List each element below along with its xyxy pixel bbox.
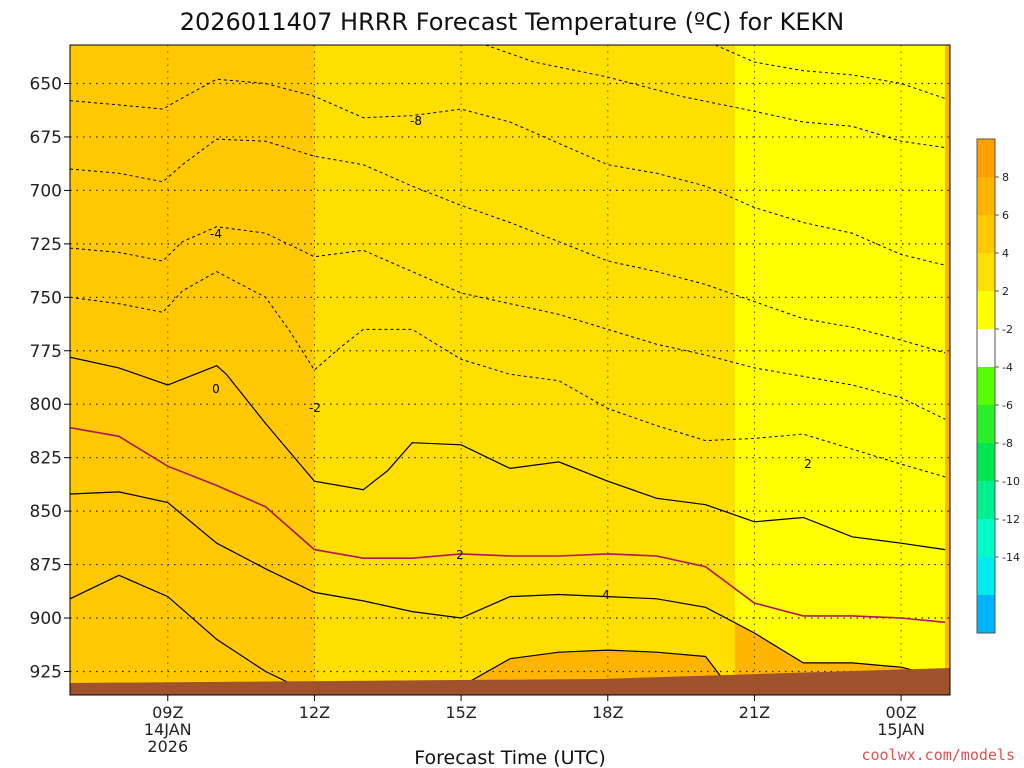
colorbar-swatch: [977, 481, 995, 519]
y-tick-label: 825: [30, 449, 62, 469]
colorbar-swatch: [977, 405, 995, 443]
colorbar-swatch: [977, 519, 995, 557]
x-tick-label: 12Z: [299, 703, 330, 722]
colorbar-label: -4: [1002, 361, 1013, 374]
contour-label-minus2: -2: [309, 401, 321, 415]
colorbar-swatch: [977, 177, 995, 215]
contour-label-2-lower: 2: [456, 548, 464, 562]
colorbar-swatch: [977, 139, 995, 177]
y-tick-label: 800: [30, 395, 62, 415]
x-tick-label: 14JAN: [144, 720, 192, 739]
colorbar-label: -8: [1002, 437, 1013, 450]
contour-label-minus8: -8: [410, 114, 422, 128]
x-tick-label: 15JAN: [877, 720, 925, 739]
contour-label-zero: 0: [212, 382, 220, 396]
y-tick-label: 725: [30, 235, 62, 255]
contour-line-0: [70, 426, 946, 624]
colorbar-label: -14: [1002, 551, 1020, 564]
contour-line-2: [70, 491, 946, 679]
contour-line--4: [70, 271, 946, 478]
y-tick-label: 850: [30, 502, 62, 522]
colorbar-label: 6: [1002, 209, 1009, 222]
y-tick-label: 750: [30, 288, 62, 308]
contour-label-minus4: -4: [210, 227, 222, 241]
ground-terrain: [70, 668, 950, 695]
contour-label-2-upper: 2: [804, 457, 812, 471]
y-tick-label: 700: [30, 181, 62, 201]
colorbar-swatch: [977, 329, 995, 367]
colorbar-swatch: [977, 291, 995, 329]
y-tick-label: 650: [30, 74, 62, 94]
colorbar-swatch: [977, 253, 995, 291]
colorbar-label: 2: [1002, 285, 1009, 298]
y-tick-label: 925: [30, 662, 62, 682]
colorbar-swatch: [977, 367, 995, 405]
y-tick-label: 775: [30, 342, 62, 362]
colorbar-frame: [976, 138, 996, 634]
y-axis: 650 675 700 725 750 775 800 825 850 875 900 925: [30, 74, 70, 682]
x-tick-label: 00Z: [885, 703, 916, 722]
colorbar-swatch: [977, 557, 995, 595]
colorbar-label: -2: [1002, 323, 1013, 336]
y-tick-label: 675: [30, 128, 62, 148]
colorbar-swatch: [977, 215, 995, 253]
colorbar: 8 6 4 2 -2 -4 -6 -8 -10 -12 -14: [976, 138, 1020, 634]
contour-line--12: [485, 45, 946, 149]
contour-label-group: -8 -4 -2 0 2 4 2: [210, 114, 812, 602]
x-tick-label: 09Z: [152, 703, 183, 722]
plot-frame: [69, 44, 951, 696]
temperature-fills: [70, 45, 950, 695]
contour-label-4: 4: [602, 588, 610, 602]
chart-title: 2026011407 HRRR Forecast Temperature (ºC…: [180, 8, 845, 36]
colorbar-label: -12: [1002, 513, 1020, 526]
x-axis-title: Forecast Time (UTC): [414, 747, 605, 768]
y-tick-label: 875: [30, 556, 62, 576]
x-tick-label: 21Z: [739, 703, 770, 722]
colorbar-swatch: [977, 595, 995, 633]
colorbar-label: 4: [1002, 247, 1009, 260]
credit-text: coolwx.com/models: [861, 746, 1015, 764]
grid-lines: [70, 45, 950, 695]
x-tick-label: 2026: [147, 737, 188, 756]
x-tick-label: 18Z: [592, 703, 623, 722]
contour-line--8: [70, 138, 946, 354]
contour-line--6: [70, 226, 946, 420]
colorbar-label: -6: [1002, 399, 1013, 412]
contour-line--2: [70, 356, 946, 551]
contour-line--14: [715, 45, 946, 99]
x-tick-label: 15Z: [445, 703, 476, 722]
colorbar-swatch: [977, 443, 995, 481]
colorbar-label: 8: [1002, 171, 1009, 184]
colorbar-label: -10: [1002, 475, 1020, 488]
band-above-6: [70, 45, 315, 695]
contour-lines: [70, 45, 946, 695]
y-tick-label: 900: [30, 609, 62, 629]
